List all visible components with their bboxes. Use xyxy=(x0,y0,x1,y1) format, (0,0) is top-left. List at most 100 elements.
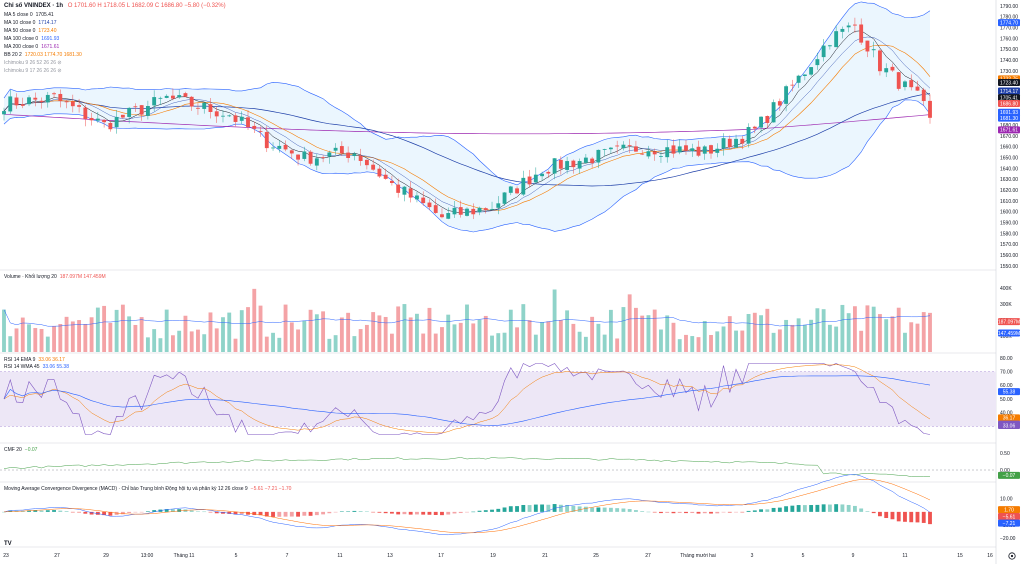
macd-histogram-bar xyxy=(546,504,551,512)
macd-tag-label: −5.61 xyxy=(1003,514,1016,520)
ma5-legend[interactable]: MA 5 close 0 1705.41 xyxy=(4,12,54,18)
candle xyxy=(646,151,651,157)
candle xyxy=(333,147,338,151)
macd-histogram-bar xyxy=(433,511,438,515)
macd-histogram-bar xyxy=(840,504,845,512)
macd-legend[interactable]: Moving Average Convergence Divergence (M… xyxy=(4,486,292,492)
hidden-indicator-2[interactable]: Ichimoku 9 17 26 26 26 ⊘ xyxy=(4,68,62,74)
volume-bar xyxy=(477,319,482,352)
volume-bar xyxy=(490,335,494,352)
time-tick-label: 29 xyxy=(103,553,109,559)
macd-histogram-bar xyxy=(602,507,607,512)
time-tick-label: 7 xyxy=(286,553,289,559)
macd-histogram-bar xyxy=(890,511,895,520)
volume-tick-label: 300K xyxy=(1000,302,1012,308)
macd-histogram-bar xyxy=(471,511,476,513)
volume-panel[interactable] xyxy=(2,288,932,352)
macd-histogram-bar xyxy=(27,510,31,512)
rsi-legend-2[interactable]: RSI 14 WMA 45 33.06 55.38 xyxy=(4,364,69,370)
volume-bar xyxy=(27,324,31,352)
rsi-ema-line xyxy=(3,364,931,434)
ma100-legend[interactable]: MA 100 close 0 1691.93 xyxy=(4,36,60,42)
macd-histogram-bar xyxy=(308,511,313,516)
candle xyxy=(145,106,150,116)
macd-histogram-bar xyxy=(771,507,776,512)
macd-panel[interactable] xyxy=(2,474,932,536)
macd-histogram-bar xyxy=(652,511,657,513)
candle xyxy=(590,158,595,164)
cmf-line xyxy=(3,457,931,477)
candle xyxy=(671,145,676,154)
cmf-panel[interactable] xyxy=(0,457,996,477)
candle xyxy=(809,67,814,75)
candle xyxy=(565,161,570,170)
candle xyxy=(483,208,488,211)
ma200-legend[interactable]: MA 200 close 0 1671.61 xyxy=(4,44,60,50)
macd-histogram-bar xyxy=(834,504,839,512)
volume-bar xyxy=(415,313,419,352)
volume-tick-label: 100K xyxy=(1000,334,1012,340)
macd-histogram-bar xyxy=(896,511,901,522)
candle xyxy=(39,100,44,103)
cmf-tag-label: −0.07 xyxy=(1003,473,1016,479)
volume-bar xyxy=(915,323,920,352)
candle xyxy=(77,105,82,107)
macd-histogram-bar xyxy=(145,511,150,512)
macd-histogram-bar xyxy=(515,506,519,512)
volume-bar xyxy=(740,330,745,352)
volume-bar xyxy=(427,307,432,352)
candle xyxy=(352,153,357,157)
macd-histogram-bar xyxy=(77,511,82,513)
hidden-indicator-1[interactable]: Ichimoku 9 26 52 26 26 ⊘ xyxy=(4,60,62,66)
macd-histogram-bar xyxy=(809,505,814,512)
candle xyxy=(502,192,507,204)
volume-bar xyxy=(102,305,107,352)
eye-off-icon[interactable]: ⊘ xyxy=(57,60,62,66)
volume-bar xyxy=(120,304,125,352)
rsi-panel[interactable] xyxy=(0,363,996,435)
time-tick-label: 11 xyxy=(902,553,907,559)
volume-bar xyxy=(246,307,250,352)
macd-histogram-bar xyxy=(590,507,595,512)
macd-histogram-bar xyxy=(139,511,144,513)
macd-tag xyxy=(998,506,1020,514)
candle xyxy=(777,101,782,106)
macd-histogram-bar xyxy=(727,511,732,513)
ma50-legend[interactable]: MA 50 close 0 1723.40 xyxy=(4,28,57,34)
rsi-tag xyxy=(998,422,1020,430)
volume-bar xyxy=(752,312,757,352)
volume-legend[interactable]: Volume · Khối lượng 20 187.097M 147.459M xyxy=(4,274,106,280)
volume-bar xyxy=(465,304,469,352)
candle xyxy=(296,154,300,160)
eye-off-icon[interactable]: ⊘ xyxy=(57,68,62,74)
macd-histogram-bar xyxy=(364,511,369,512)
gear-icon[interactable] xyxy=(1008,552,1016,560)
bb-legend[interactable]: BB 20 2 1720.03 1774.70 1681.30 xyxy=(4,52,82,58)
macd-histogram-bar xyxy=(352,510,357,512)
price-panel[interactable] xyxy=(2,1,932,233)
macd-histogram-bar xyxy=(377,511,382,513)
rsi-legend-1[interactable]: RSI 14 EMA 9 33.06 36.17 xyxy=(4,357,65,363)
price-tag xyxy=(998,100,1020,107)
macd-histogram-bar xyxy=(314,511,319,516)
volume-bar xyxy=(671,322,676,352)
candle xyxy=(684,145,688,151)
cmf-legend[interactable]: CMF 20 −0.07 xyxy=(4,447,38,453)
macd-histogram-bar xyxy=(289,511,294,517)
volume-bar xyxy=(364,324,369,352)
macd-histogram-bar xyxy=(277,511,282,517)
macd-histogram-bar xyxy=(521,504,526,512)
macd-histogram-bar xyxy=(2,511,6,513)
macd-histogram-bar xyxy=(52,510,56,512)
ma10-legend[interactable]: MA 10 close 0 1714.17 xyxy=(4,20,57,26)
volume-bar xyxy=(177,330,182,352)
symbol-title: Chỉ số VNINDEX · 1h xyxy=(4,3,64,9)
volume-bar xyxy=(95,307,100,352)
candle xyxy=(928,100,932,118)
volume-bar xyxy=(865,305,870,352)
candle xyxy=(477,207,482,213)
macd-histogram-bar xyxy=(490,509,494,512)
candle xyxy=(834,31,839,48)
price-tag-label: 1671.61 xyxy=(1000,128,1018,134)
